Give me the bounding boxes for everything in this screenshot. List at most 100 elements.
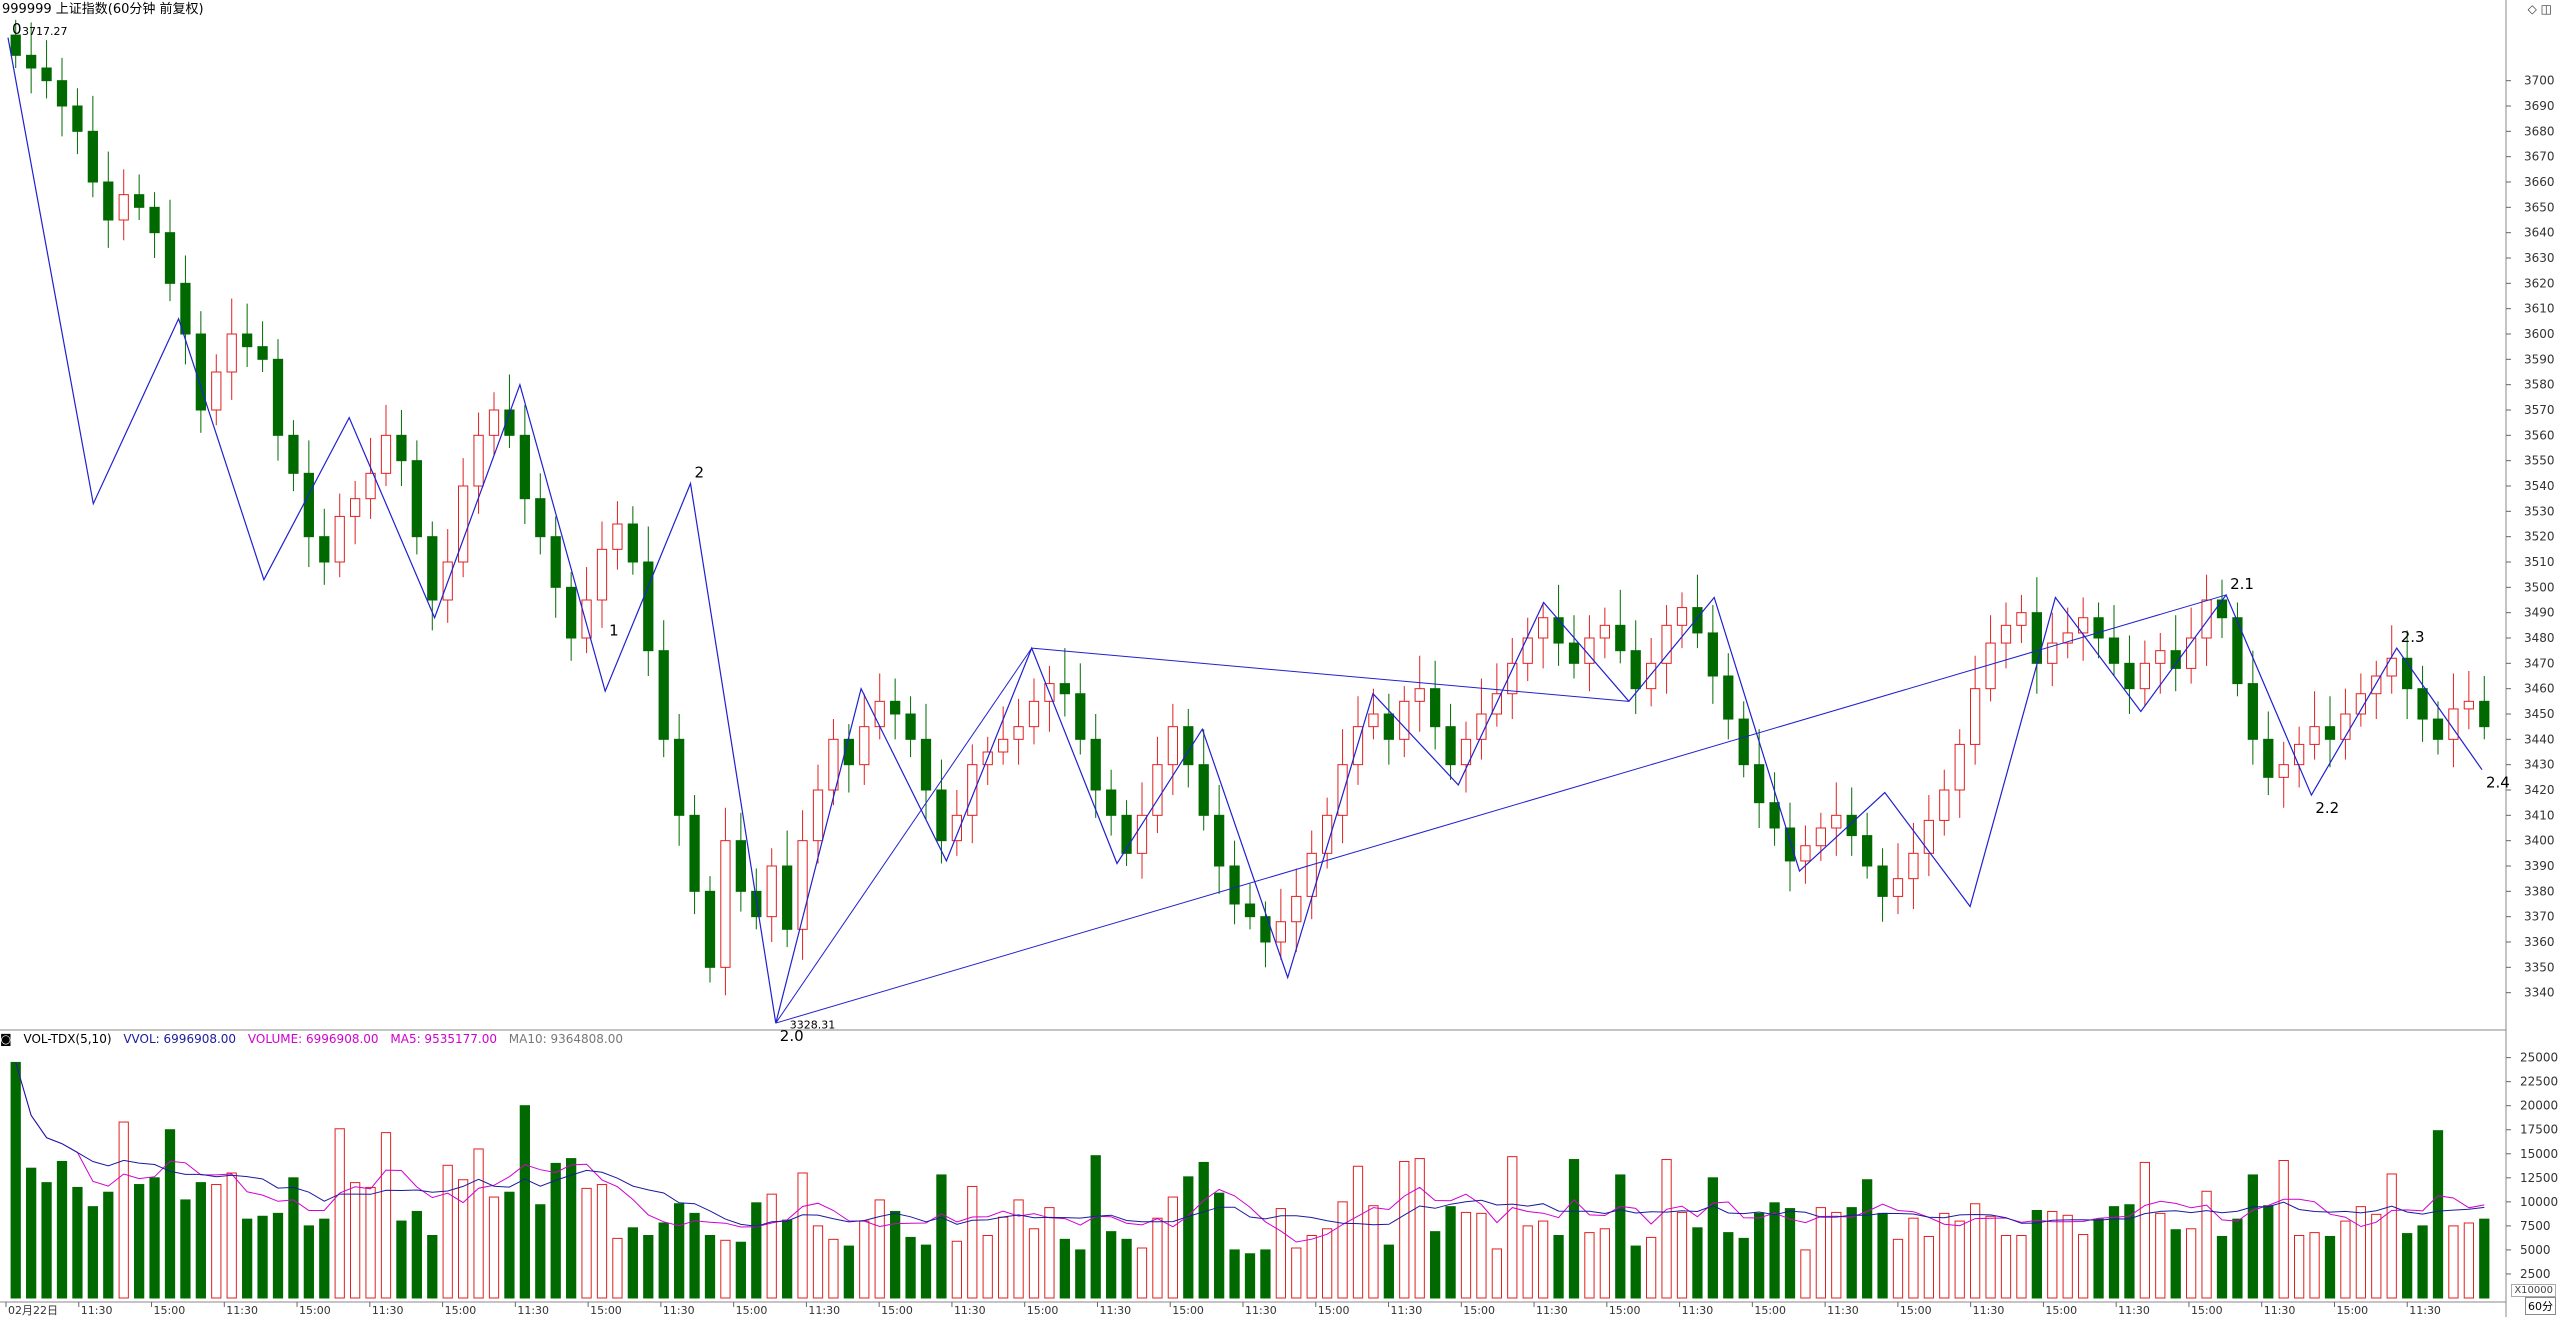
volume-bar <box>134 1184 145 1299</box>
volume-bar <box>1059 1238 1070 1299</box>
price-tick-label: 3670 <box>2524 150 2555 164</box>
wave-label: 2.2 <box>2315 799 2339 817</box>
candle-down <box>658 650 669 740</box>
candle-down <box>920 738 932 791</box>
candle-down <box>1553 617 1564 644</box>
volume-bar <box>2355 1206 2366 1299</box>
volume-bar <box>1646 1236 1657 1299</box>
candle-up <box>1136 814 1148 854</box>
volume-bar <box>1908 1217 1919 1299</box>
candle-down <box>56 80 68 107</box>
candle-down <box>257 346 268 360</box>
collapse-icon[interactable]: ◙ <box>0 1032 12 1046</box>
candle-up <box>1892 878 1904 897</box>
time-tick-label: 11:30 <box>81 1304 113 1317</box>
time-tick-label: 11:30 <box>2264 1304 2296 1317</box>
volume-bar <box>1306 1235 1317 1299</box>
volume-bar <box>1615 1174 1626 1299</box>
price-tick-label: 3470 <box>2524 656 2555 670</box>
period-selector[interactable]: 60分 <box>2525 1297 2556 1315</box>
volume-bar <box>164 1129 176 1299</box>
candle-down <box>1229 865 1240 905</box>
candle-down <box>1260 916 1271 943</box>
time-tick-label: 15:00 <box>1900 1304 1932 1317</box>
volume-bar <box>612 1237 623 1299</box>
volume-bar <box>1460 1211 1472 1299</box>
volume-bar <box>1136 1247 1148 1299</box>
wave-label: 1 <box>609 622 619 640</box>
candle-up <box>2000 624 2012 644</box>
volume-bar <box>2448 1225 2459 1299</box>
candle-up <box>2201 599 2212 639</box>
volume-bar <box>427 1235 438 1299</box>
candle-down <box>87 130 98 183</box>
time-tick-label: 15:00 <box>1609 1304 1641 1317</box>
vol-tick-label: 20000 <box>2520 1099 2558 1113</box>
volume-bar <box>118 1121 129 1299</box>
candle-down <box>1707 632 1718 677</box>
candle-up <box>1646 662 1657 690</box>
volume-bar <box>967 1185 978 1299</box>
candle-down <box>10 34 21 56</box>
volume-bar <box>1167 1196 1178 1299</box>
vol-tick-label: 12500 <box>2520 1171 2558 1185</box>
price-tick-label: 3500 <box>2524 580 2555 594</box>
candle-up <box>1538 617 1549 639</box>
candle-up <box>828 738 839 791</box>
volume-bar <box>1599 1228 1610 1299</box>
price-tick-label: 3540 <box>2524 479 2555 493</box>
volume-bar <box>2155 1212 2166 1299</box>
volume-bar <box>2294 1235 2305 1299</box>
wave-label: 2.1 <box>2230 575 2254 593</box>
candle-up <box>2047 642 2058 664</box>
volume-bar <box>56 1160 68 1299</box>
candle-down <box>1183 726 1194 766</box>
candle-up <box>118 194 129 221</box>
volume-bar <box>319 1218 330 1299</box>
price-tick-label: 3460 <box>2524 682 2555 696</box>
volume-bar <box>411 1210 422 1299</box>
candle-down <box>303 472 314 538</box>
time-tick-label: 11:30 <box>1973 1304 2005 1317</box>
trend-line <box>1031 647 1629 702</box>
chart-frame <box>0 0 2507 1317</box>
candle-up <box>1275 921 1286 943</box>
vvol-label: VVOL: 6996908.00 <box>123 1032 237 1046</box>
volume-bar <box>380 1132 392 1299</box>
volume-bar <box>2016 1235 2027 1299</box>
candle-up <box>488 409 500 436</box>
price-tick-label: 3550 <box>2524 454 2555 468</box>
candle-down <box>1430 688 1441 728</box>
volume-bar <box>1692 1227 1703 1299</box>
candle-up <box>1152 764 1163 816</box>
price-tick-label: 3660 <box>2524 175 2555 189</box>
volume-bar <box>1090 1155 1101 1299</box>
volume-bar <box>581 1187 592 1299</box>
candle-down <box>411 460 422 538</box>
volume-bar <box>1507 1156 1518 1299</box>
candle-down <box>134 194 145 208</box>
volume-bar <box>1784 1208 1796 1299</box>
candle-up <box>458 485 469 563</box>
volume-bar <box>2078 1234 2089 1299</box>
window-buttons[interactable]: ◇ ◫ <box>2527 2 2552 16</box>
volume-bar <box>473 1148 484 1299</box>
volume-bar <box>26 1167 37 1299</box>
volume-bar <box>2031 1210 2042 1299</box>
volume-scale-label: X10000 <box>2511 1284 2556 1297</box>
price-axis: 3340 3350 3360 3370 3380 3390 3400 3410 3420 3430… <box>2506 74 2555 1000</box>
time-tick-label: 15:00 <box>1027 1304 1059 1317</box>
candle-up <box>797 840 808 930</box>
candle-up <box>967 764 978 816</box>
time-tick-label: 15:00 <box>1318 1304 1350 1317</box>
price-tick-label: 3520 <box>2524 530 2555 544</box>
candle-up <box>2386 657 2397 677</box>
vol-indicator-label[interactable]: VOL-TDX(5,10) <box>23 1032 112 1046</box>
volume-header: ◙ VOL-TDX(5,10) VVOL: 6996908.00 VOLUME:… <box>0 1030 631 1048</box>
candle-down <box>504 409 515 436</box>
candle-down <box>704 890 716 968</box>
candle-down <box>643 561 654 652</box>
wave-label: 2.0 <box>780 1027 804 1045</box>
candle-down <box>782 865 793 930</box>
